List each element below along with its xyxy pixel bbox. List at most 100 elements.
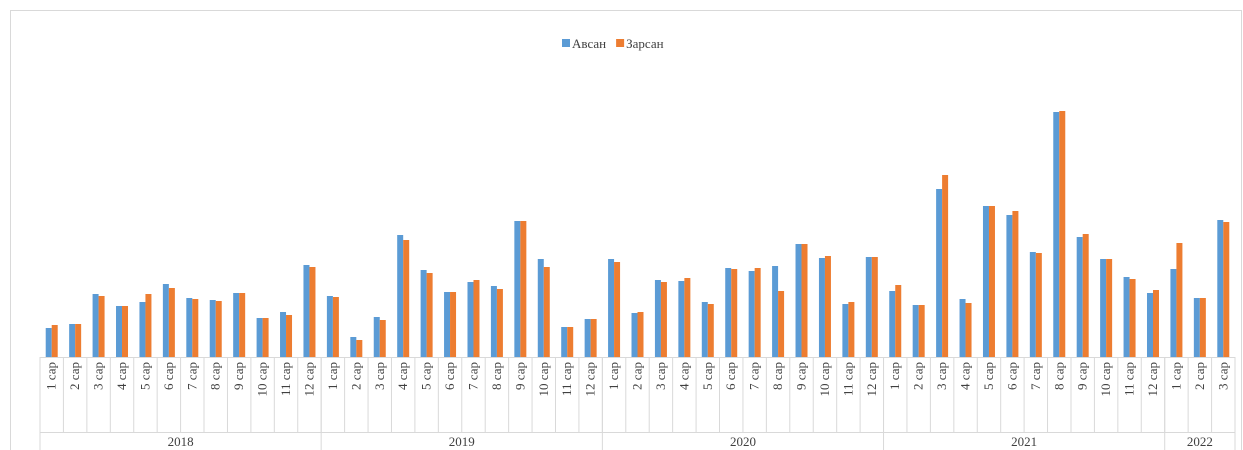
bar	[239, 293, 246, 357]
bar	[496, 289, 503, 357]
bar	[731, 269, 738, 357]
bar	[286, 315, 293, 357]
bar	[824, 256, 831, 357]
bar	[537, 259, 544, 357]
bar	[98, 296, 105, 357]
bar	[379, 320, 386, 357]
x-tick-label: 2 сар	[911, 362, 926, 390]
bar	[92, 294, 99, 357]
bar	[1170, 269, 1177, 357]
bar	[965, 303, 972, 357]
bar	[918, 305, 925, 357]
group-label: 2021	[1011, 434, 1037, 449]
bar	[1029, 252, 1036, 357]
x-tick-label: 2 сар	[348, 362, 363, 390]
bar	[520, 221, 527, 357]
x-tick-label: 4 сар	[114, 362, 129, 390]
bar	[1152, 290, 1159, 357]
bar	[637, 312, 644, 357]
x-tick-label: 9 сар	[512, 362, 527, 390]
bar	[490, 286, 497, 357]
bar	[192, 299, 199, 357]
bar	[514, 221, 521, 357]
bar	[754, 268, 761, 357]
bar	[350, 337, 357, 357]
bar	[1193, 298, 1200, 357]
x-tick-label: 10 сар	[817, 362, 832, 396]
group-label: 2019	[449, 434, 475, 449]
bar	[256, 318, 263, 357]
x-tick-label: 8 сар	[770, 362, 785, 390]
x-tick-label: 3 сар	[653, 362, 668, 390]
bar	[701, 302, 708, 357]
bar	[801, 244, 808, 357]
x-tick-label: 1 сар	[1168, 362, 1183, 390]
x-tick-label: 12 сар	[583, 362, 598, 396]
bar	[1199, 298, 1206, 357]
bar	[707, 304, 714, 357]
bar	[332, 297, 339, 357]
bar	[1012, 211, 1019, 357]
bar	[356, 340, 363, 357]
bar	[660, 282, 667, 357]
x-tick-label: 8 сар	[489, 362, 504, 390]
bar	[889, 291, 896, 357]
x-tick-label: 7 сар	[184, 362, 199, 390]
x-tick-label: 6 сар	[161, 362, 176, 390]
x-tick-label: 5 сар	[137, 362, 152, 390]
bar	[1176, 243, 1183, 357]
bar	[186, 298, 193, 357]
bar	[168, 288, 175, 357]
bar	[848, 302, 855, 357]
x-tick-label: 5 сар	[981, 362, 996, 390]
x-tick-label: 6 сар	[1004, 362, 1019, 390]
legend: Авсан Зарсан	[562, 36, 664, 51]
bar	[397, 235, 404, 357]
group-label: 2022	[1187, 434, 1213, 449]
bar	[590, 319, 597, 357]
bar	[145, 294, 152, 357]
bar	[309, 267, 316, 357]
bar	[1053, 112, 1060, 357]
bar	[45, 328, 52, 357]
bar	[818, 258, 825, 357]
x-tick-label: 7 сар	[1028, 362, 1043, 390]
group-label: 2020	[730, 434, 756, 449]
bar	[1006, 215, 1013, 357]
x-tick-label: 7 сар	[465, 362, 480, 390]
bar	[988, 206, 995, 357]
x-tick-label: 11 сар	[1122, 362, 1137, 396]
bar	[631, 313, 638, 357]
bar	[1035, 253, 1042, 357]
bar	[262, 318, 269, 357]
bar	[403, 240, 410, 357]
x-tick-label: 11 сар	[840, 362, 855, 396]
bar	[584, 319, 591, 357]
x-tick-label: 8 сар	[1051, 362, 1066, 390]
bar	[865, 257, 872, 357]
x-tick-label: 3 сар	[934, 362, 949, 390]
bar	[139, 302, 146, 357]
x-tick-label: 4 сар	[395, 362, 410, 390]
bar	[778, 291, 785, 357]
x-tick-label: 3 сар	[91, 362, 106, 390]
bar	[1146, 293, 1153, 357]
legend-label: Авсан	[572, 36, 606, 51]
x-tick-label: 1 сар	[606, 362, 621, 390]
x-tick-label: 6 сар	[442, 362, 457, 390]
legend-swatch	[616, 39, 625, 47]
x-tick-label: 4 сар	[958, 362, 973, 390]
bar	[1076, 237, 1083, 357]
bar	[912, 305, 919, 357]
x-tick-label: 8 сар	[208, 362, 223, 390]
x-tick-label: 10 сар	[536, 362, 551, 396]
x-tick-label: 10 сар	[255, 362, 270, 396]
bar	[303, 265, 310, 357]
group-label: 2018	[168, 434, 194, 449]
x-tick-label: 2 сар	[1192, 362, 1207, 390]
bar	[51, 325, 58, 357]
bar	[444, 292, 451, 357]
legend-label: Зарсан	[626, 36, 663, 51]
x-tick-label: 1 сар	[887, 362, 902, 390]
